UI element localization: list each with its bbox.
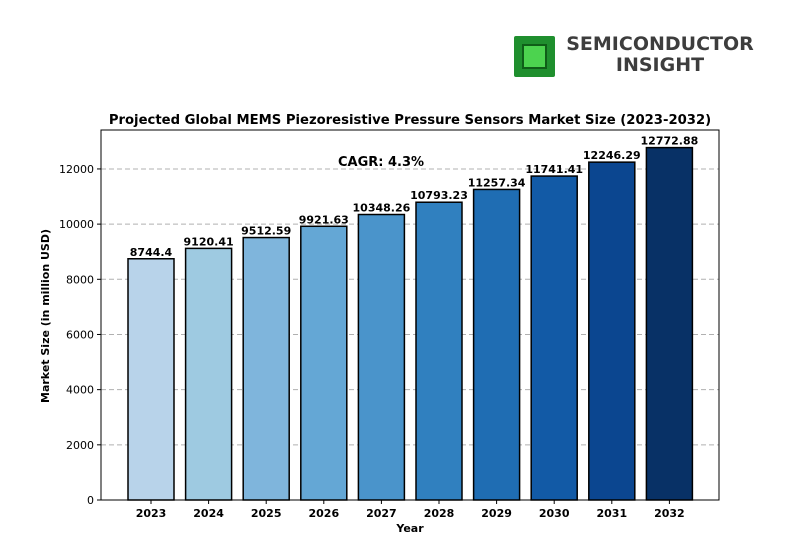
- y-tick-label: 4000: [66, 384, 94, 397]
- bar: [472, 188, 521, 501]
- y-tick-label: 0: [87, 494, 94, 507]
- bar: [300, 225, 348, 501]
- bars-group: [127, 146, 694, 501]
- plot-frame: [100, 129, 720, 501]
- x-tick-label: 2032: [654, 507, 685, 520]
- bar-value-label: 12246.29: [583, 149, 641, 162]
- bar-value-label: 9921.63: [299, 213, 349, 226]
- cagr-annotation: CAGR: 4.3%: [338, 155, 424, 170]
- bar: [242, 236, 290, 501]
- y-tick-label: 8000: [66, 273, 94, 286]
- bar-value-label: 10793.23: [410, 189, 468, 202]
- value-labels-group: 8744.4 9120.41 9512.59 9921.63 10348.2610793…: [130, 135, 699, 259]
- y-axis-label: Market Size (in million USD): [39, 229, 52, 403]
- bar-value-label: 9120.41: [184, 235, 234, 248]
- x-tick-label: 2023: [136, 507, 167, 520]
- y-tick-label: 12000: [59, 163, 94, 176]
- bar-value-label: 11741.41: [525, 163, 583, 176]
- bar: [184, 247, 233, 501]
- bar: [588, 161, 636, 501]
- logo-line-2: INSIGHT: [615, 54, 705, 76]
- bar-value-label: 9512.59: [241, 225, 291, 238]
- bar: [415, 201, 463, 501]
- y-tick-label: 2000: [66, 439, 94, 452]
- bar: [127, 258, 175, 501]
- chip-logo-icon: [514, 36, 555, 77]
- bar: [357, 213, 406, 501]
- company-logo: SEMICONDUCTOR INSIGHT: [514, 34, 754, 80]
- bar: [530, 175, 578, 501]
- x-axis-label: Year: [395, 522, 424, 535]
- x-tick-label: 2026: [308, 507, 339, 520]
- y-tick-label: 6000: [66, 328, 94, 341]
- x-tick-label: 2029: [481, 507, 512, 520]
- x-tick-label: 2027: [366, 507, 397, 520]
- x-tick-label: 2031: [596, 507, 627, 520]
- bar: [645, 146, 694, 501]
- bar-value-label: 12772.88: [641, 135, 699, 148]
- bar-value-label: 8744.4: [130, 246, 173, 259]
- bar-value-label: 11257.34: [468, 176, 526, 189]
- bar-value-label: 10348.26: [353, 202, 411, 215]
- x-tick-label: 2028: [424, 507, 455, 520]
- y-tick-label: 10000: [59, 218, 94, 231]
- x-axis: 2023 2024 2025 2026 2027 2028 2029 2030 2031 2032: [136, 500, 685, 520]
- y-axis: 0 2000 4000 6000 8000 10000 12000: [59, 163, 101, 507]
- x-tick-label: 2024: [193, 507, 224, 520]
- logo-line-1: SEMICONDUCTOR: [566, 33, 754, 55]
- chart-title: Projected Global MEMS Piezoresistive Pre…: [109, 113, 711, 128]
- logo-text: SEMICONDUCTOR INSIGHT: [560, 34, 760, 76]
- x-tick-label: 2030: [539, 507, 570, 520]
- x-tick-label: 2025: [251, 507, 282, 520]
